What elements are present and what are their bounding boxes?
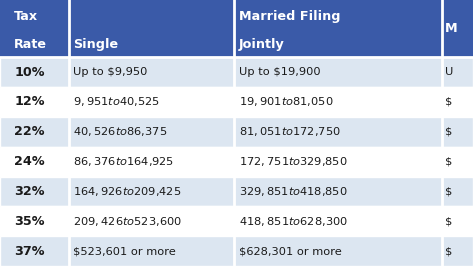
Text: $: $ — [445, 157, 452, 167]
Text: 22%: 22% — [14, 125, 44, 138]
Text: 10%: 10% — [14, 66, 44, 79]
Bar — [0, 117, 473, 147]
Text: $81,051 to $172,750: $81,051 to $172,750 — [239, 125, 341, 138]
Text: 37%: 37% — [14, 244, 44, 257]
Text: $9,951 to $40,525: $9,951 to $40,525 — [73, 95, 160, 109]
Text: $209,426 to $523,600: $209,426 to $523,600 — [73, 215, 182, 228]
Text: Single: Single — [73, 38, 118, 51]
Text: $: $ — [445, 186, 452, 196]
Text: $172,751 to $329,850: $172,751 to $329,850 — [239, 155, 348, 168]
Bar — [0, 147, 473, 177]
Text: $628,301 or more: $628,301 or more — [239, 246, 342, 256]
Text: $164,926 to $209,425: $164,926 to $209,425 — [73, 185, 182, 198]
Text: $: $ — [445, 127, 452, 137]
Bar — [0, 177, 473, 206]
Text: $418,851 to $628,300: $418,851 to $628,300 — [239, 215, 348, 228]
Text: $329,851 to $418,850: $329,851 to $418,850 — [239, 185, 348, 198]
Bar — [0, 57, 473, 87]
Text: $: $ — [445, 97, 452, 107]
Text: Tax: Tax — [14, 10, 38, 23]
Text: $: $ — [445, 216, 452, 226]
Text: Married Filing: Married Filing — [239, 10, 341, 23]
Text: $19,901 to $81,050: $19,901 to $81,050 — [239, 95, 333, 109]
Text: 24%: 24% — [14, 155, 45, 168]
Text: M: M — [445, 22, 457, 35]
Text: Rate: Rate — [14, 38, 47, 51]
Text: 32%: 32% — [14, 185, 44, 198]
Text: Up to $19,900: Up to $19,900 — [239, 67, 321, 77]
Bar — [0, 236, 473, 266]
Text: 35%: 35% — [14, 215, 44, 228]
Text: $: $ — [445, 246, 452, 256]
Bar — [0, 87, 473, 117]
Bar — [0, 0, 473, 57]
Text: 12%: 12% — [14, 95, 44, 109]
Text: Up to $9,950: Up to $9,950 — [73, 67, 148, 77]
Bar — [0, 206, 473, 236]
Text: $86,376 to $164,925: $86,376 to $164,925 — [73, 155, 175, 168]
Text: $40,526 to $86,375: $40,526 to $86,375 — [73, 125, 167, 138]
Text: Jointly: Jointly — [239, 38, 285, 51]
Text: $523,601 or more: $523,601 or more — [73, 246, 176, 256]
Text: U: U — [445, 67, 453, 77]
